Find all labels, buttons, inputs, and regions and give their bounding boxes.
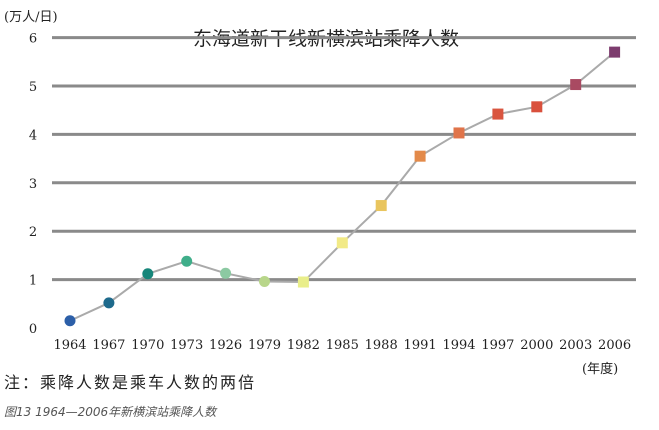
- x-tick-label: 1991: [404, 338, 437, 353]
- data-point: [259, 276, 270, 288]
- y-tick-label: 6: [29, 32, 37, 47]
- y-axis-ticks: 0 1 2 3 4 5 6: [29, 32, 37, 337]
- y-tick-label: 0: [29, 322, 37, 337]
- data-point: [375, 200, 387, 212]
- data-point: [453, 127, 465, 139]
- data-point: [609, 46, 621, 58]
- y-tick-label: 5: [29, 80, 37, 95]
- x-tick-label: 1970: [131, 338, 164, 353]
- y-tick-label: 2: [29, 225, 37, 240]
- x-tick-label: 2006: [598, 338, 631, 353]
- footnote: 注：乘降人数是乘车人数的两倍: [4, 373, 256, 392]
- x-tick-label: 1994: [442, 338, 475, 353]
- x-tick-label: 1964: [53, 338, 86, 353]
- x-tick-label: 2000: [520, 338, 553, 353]
- x-tick-label: 1997: [481, 338, 514, 353]
- data-point: [297, 276, 309, 288]
- figure-caption: 图13 1964—2006年新横滨站乘降人数: [4, 405, 218, 419]
- data-point: [142, 268, 154, 280]
- data-point: [414, 150, 426, 162]
- x-tick-label: 1973: [170, 338, 203, 353]
- x-tick-label: 1979: [248, 338, 281, 353]
- data-point: [64, 315, 76, 327]
- data-point: [181, 255, 193, 267]
- y-axis-unit: (万人/日): [4, 10, 58, 25]
- data-point: [531, 101, 543, 113]
- data-points: [64, 46, 621, 327]
- gridlines: [52, 36, 636, 282]
- x-tick-label: 2003: [559, 338, 592, 353]
- x-tick-label: 1967: [92, 338, 125, 353]
- y-tick-label: 3: [29, 177, 37, 192]
- x-tick-label: 1988: [365, 338, 398, 353]
- x-axis-ticks: 1964 1967 1970 1973 1926 1979 1982 1985 1988 1991…: [53, 338, 631, 353]
- x-tick-label: 1982: [287, 338, 320, 353]
- y-tick-label: 1: [29, 274, 37, 289]
- x-tick-label: 1985: [326, 338, 359, 353]
- data-point: [492, 108, 504, 120]
- data-point: [220, 267, 232, 279]
- data-point: [103, 297, 115, 309]
- data-point: [336, 237, 348, 249]
- data-point: [570, 79, 582, 91]
- x-tick-label: 1926: [209, 338, 242, 353]
- x-axis-unit: (年度): [582, 361, 618, 377]
- y-tick-label: 4: [29, 128, 37, 143]
